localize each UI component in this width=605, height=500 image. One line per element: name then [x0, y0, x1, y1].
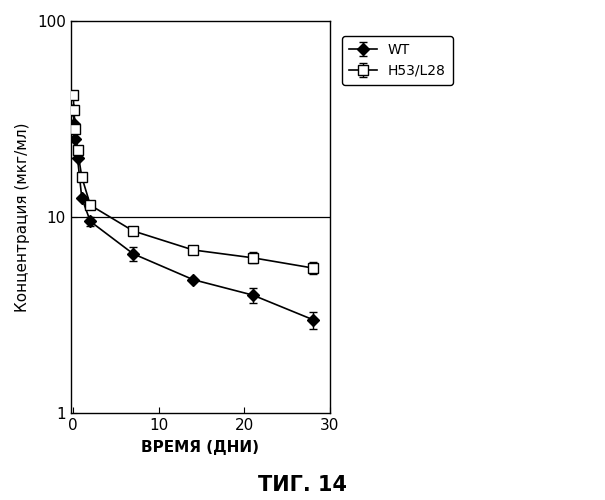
Text: ΤИГ. 14: ΤИГ. 14	[258, 475, 347, 495]
X-axis label: ВРЕМЯ (ДНИ): ВРЕМЯ (ДНИ)	[142, 440, 260, 455]
Legend: WT, H53/L28: WT, H53/L28	[342, 36, 453, 84]
Y-axis label: Концентрация (мкг/мл): Концентрация (мкг/мл)	[15, 122, 30, 312]
